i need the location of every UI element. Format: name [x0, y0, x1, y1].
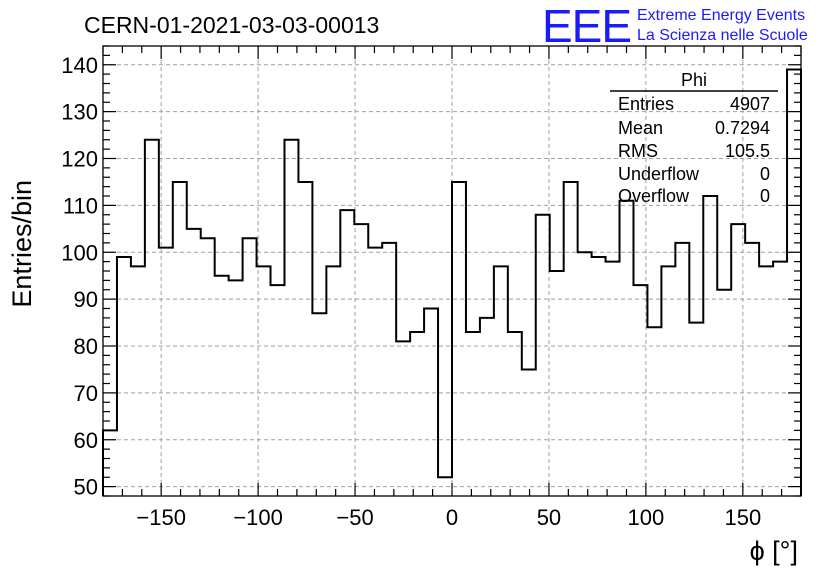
histogram-bin	[368, 248, 382, 496]
histogram-bin	[312, 313, 326, 496]
histogram-bin	[508, 332, 522, 496]
histogram-bin	[536, 215, 550, 496]
stats-value-rms: 105.5	[725, 141, 770, 161]
histogram-bin	[675, 243, 689, 496]
eee-logo-line1: Extreme Energy Events	[637, 7, 805, 24]
histogram-bin	[564, 182, 578, 496]
histogram-bin	[787, 69, 801, 496]
histogram-bin	[173, 182, 187, 496]
y-tick-label: 80	[74, 334, 98, 359]
histogram-bin	[773, 262, 787, 496]
y-tick-label: 120	[61, 147, 98, 172]
histogram-bin	[201, 238, 215, 496]
histogram-bin	[703, 196, 717, 496]
histogram-bin	[647, 327, 661, 496]
stats-value-entries: 4907	[730, 94, 770, 114]
x-axis-title: ϕ [°]	[750, 536, 798, 566]
y-tick-label: 60	[74, 428, 98, 453]
histogram-bin	[452, 182, 466, 496]
stats-label-entries: Entries	[618, 94, 674, 114]
histogram-bin	[243, 238, 257, 496]
histogram-bin	[480, 318, 494, 496]
histogram-bin	[438, 477, 452, 496]
histogram-bin	[271, 285, 285, 496]
stats-label-mean: Mean	[618, 118, 663, 138]
y-tick-label: 130	[61, 100, 98, 125]
histogram-bin	[731, 224, 745, 496]
histogram-bin	[159, 248, 173, 496]
eee-logo-line2: La Scienza nelle Scuole	[637, 27, 808, 44]
histogram-bin	[326, 266, 340, 496]
y-tick-label: 50	[74, 475, 98, 500]
histogram-bin	[340, 210, 354, 496]
histogram-bin	[354, 224, 368, 496]
x-tick-label: 150	[724, 505, 761, 530]
histogram-bin	[717, 290, 731, 496]
x-tick-label: −50	[336, 505, 373, 530]
stats-label-rms: RMS	[618, 141, 658, 161]
histogram-bin	[396, 341, 410, 496]
stats-box-title: Phi	[681, 70, 707, 90]
y-tick-label: 100	[61, 240, 98, 265]
axis-ticks	[102, 45, 802, 497]
histogram-bin	[592, 257, 606, 496]
y-tick-label: 110	[63, 193, 98, 218]
y-tick-label: 140	[61, 53, 98, 78]
histogram-bin	[298, 182, 312, 496]
histogram-bin	[494, 266, 508, 496]
x-tick-label: 0	[446, 505, 458, 530]
stats-value-overflow: 0	[760, 186, 770, 206]
eee-logo-mark: EEE	[542, 0, 631, 52]
histogram-outline	[102, 68, 802, 496]
stats-box: Phi Entries 4907 Mean 0.7294 RMS 105.5 U…	[610, 70, 778, 206]
tick-labels: −150 −100 −50 0 50 100 150 50 60 70 80 90 100 110 120 1…	[61, 53, 761, 530]
histogram-bin	[382, 243, 396, 496]
stats-label-overflow: Overflow	[618, 186, 690, 206]
histogram-bin	[284, 140, 298, 496]
x-tick-label: 100	[628, 505, 665, 530]
stats-value-underflow: 0	[760, 164, 770, 184]
histogram-bin	[633, 285, 647, 496]
y-tick-label: 70	[74, 381, 98, 406]
histogram-bin	[131, 266, 145, 496]
histogram-bin	[661, 266, 675, 496]
x-tick-label: 50	[537, 505, 561, 530]
y-axis-title: Entries/bin	[7, 180, 37, 308]
chart-title: CERN-01-2021-03-03-00013	[84, 12, 379, 38]
histogram-bin	[229, 280, 243, 496]
plot-frame	[102, 45, 802, 497]
histogram-bin	[117, 257, 131, 496]
stats-value-mean: 0.7294	[715, 118, 770, 138]
histogram-bin	[257, 266, 271, 496]
histogram-bin	[578, 252, 592, 496]
histogram-bin	[689, 323, 703, 496]
histogram-bin	[424, 309, 438, 497]
histogram-bin	[187, 229, 201, 496]
histogram-bin	[410, 332, 424, 496]
histogram-bin	[759, 266, 773, 496]
histogram-bin	[145, 140, 159, 496]
y-tick-label: 90	[74, 287, 98, 312]
stats-label-underflow: Underflow	[618, 164, 700, 184]
x-tick-label: −100	[233, 505, 283, 530]
histogram-bin	[215, 276, 229, 496]
histogram-bin	[550, 271, 564, 496]
histogram-bin	[620, 201, 634, 496]
histogram-bin	[466, 332, 480, 496]
histogram-bin	[606, 262, 620, 496]
x-tick-label: −150	[136, 505, 186, 530]
histogram-series	[102, 68, 802, 497]
histogram-bin	[745, 243, 759, 496]
histogram-bin	[522, 369, 536, 496]
eee-logo: EEE Extreme Energy Events La Scienza nel…	[542, 0, 808, 52]
